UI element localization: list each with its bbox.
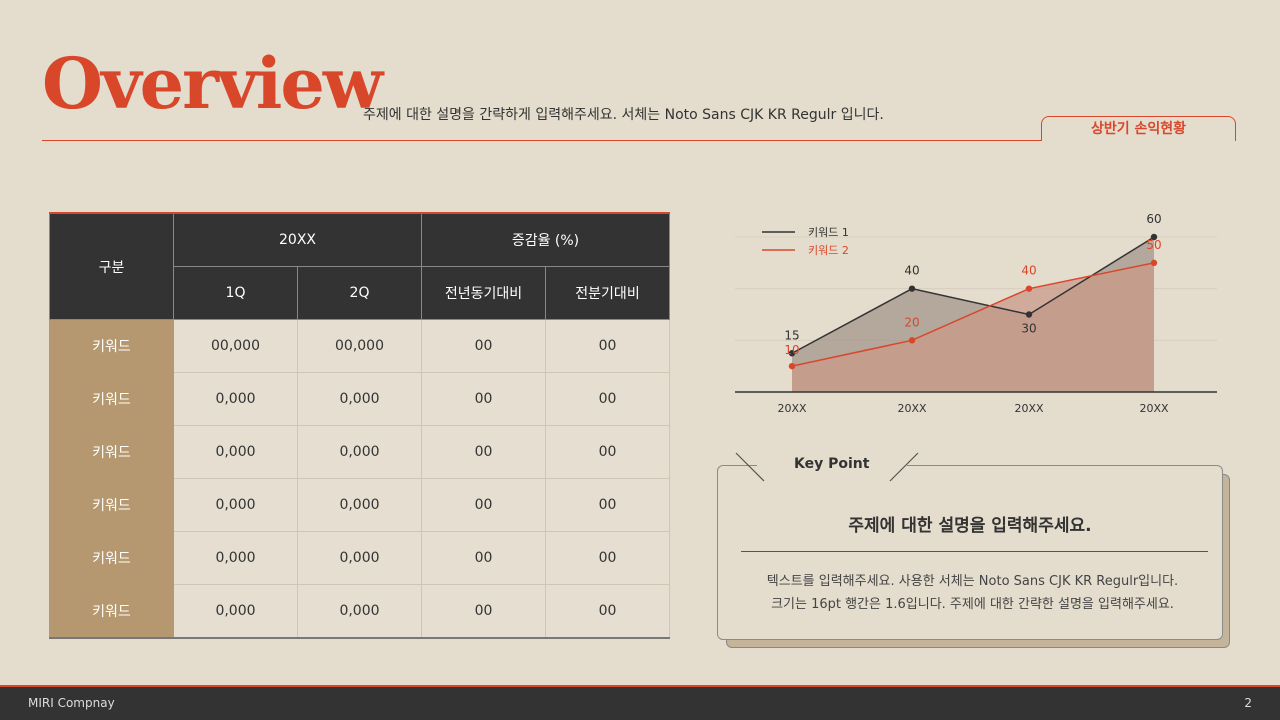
table-cell: 00 (545, 584, 670, 639)
table-cell: 00 (545, 531, 670, 585)
section-tab: 상반기 손익현황 (1041, 116, 1236, 141)
table-cell: 00 (421, 319, 546, 373)
table-cell: 0,000 (173, 584, 298, 639)
data-point (788, 362, 796, 370)
table-cell: 00 (545, 319, 670, 373)
table-cell: 0,000 (297, 425, 422, 479)
data-point (908, 285, 916, 292)
footer-bar: MIRI Compnay 2 (0, 685, 1280, 720)
row-label: 키워드 (49, 425, 174, 479)
table-row: 키워드 0,000 0,000 00 00 (49, 531, 670, 585)
header-divider (42, 140, 1042, 141)
x-tick-label: 20XX (777, 402, 807, 415)
x-tick-label: 20XX (1139, 402, 1169, 415)
table-cell: 0,000 (173, 531, 298, 585)
key-point-body-line: 텍스트를 입력해주세요. 사용한 서체는 Noto Sans CJK KR Re… (766, 574, 1179, 589)
table-cell: 0,000 (297, 478, 422, 532)
legend-label: 키워드 1 (808, 226, 849, 239)
line-area-chart: 15 40 30 60 10 20 40 50 20XX 20XX 20XX 20XX 키워드 1 키워드… (735, 212, 1217, 415)
key-point-heading: 주제에 대한 설명을 입력해주세요. (848, 516, 1092, 536)
table-cell: 00 (421, 478, 546, 532)
table-group-header: 증감율 (%) (421, 212, 670, 267)
row-label: 키워드 (49, 478, 174, 532)
table-row: 키워드 0,000 0,000 00 00 (49, 425, 670, 479)
table-sub-header: 전분기대비 (545, 266, 670, 320)
page-title: Overview (42, 42, 383, 125)
data-label: 60 (1146, 212, 1161, 226)
table-cell: 0,000 (297, 372, 422, 426)
table-corner-header: 구분 (49, 212, 174, 320)
row-label: 키워드 (49, 584, 174, 639)
table-sub-header: 전년동기대비 (421, 266, 546, 320)
data-point (788, 350, 796, 357)
table-row: 키워드 00,000 00,000 00 00 (49, 319, 670, 373)
row-label: 키워드 (49, 531, 174, 585)
key-point-body: 텍스트를 입력해주세요. 사용한 서체는 Noto Sans CJK KR Re… (735, 570, 1210, 616)
table-row: 키워드 0,000 0,000 00 00 (49, 584, 670, 639)
table-cell: 00,000 (297, 319, 422, 373)
table-cell: 00 (545, 425, 670, 479)
data-point (1025, 285, 1033, 292)
table-cell: 0,000 (173, 478, 298, 532)
key-point-bracket-icon (735, 452, 919, 482)
table-sub-header: 2Q (297, 266, 422, 320)
data-label: 40 (1021, 264, 1036, 278)
table-cell: 00 (545, 478, 670, 532)
table-group-header: 20XX (173, 212, 422, 267)
data-point (1025, 311, 1033, 318)
summary-table: 구분 20XX 증감율 (%) 1Q 2Q 전년동기대비 전분기대비 키워드 0… (49, 212, 670, 639)
table-row: 키워드 0,000 0,000 00 00 (49, 478, 670, 532)
page-number: 2 (1244, 696, 1252, 710)
key-point-body-line: 크기는 16pt 행간은 1.6입니다. 주제에 대한 간략한 설명을 입력해주… (771, 597, 1174, 612)
key-point-card (717, 465, 1223, 640)
legend-label: 키워드 2 (808, 244, 849, 257)
data-point (1150, 259, 1158, 267)
table-cell: 00 (421, 531, 546, 585)
data-label: 15 (784, 328, 799, 342)
table-cell: 0,000 (297, 584, 422, 639)
series-area (792, 262, 1154, 392)
table-cell: 00 (421, 372, 546, 426)
data-label: 40 (904, 264, 919, 278)
series-line (791, 262, 1155, 367)
footer-company: MIRI Compnay (28, 696, 115, 710)
data-label: 10 (784, 343, 799, 357)
table-row: 키워드 0,000 0,000 00 00 (49, 372, 670, 426)
page-subtitle: 주제에 대한 설명을 간략하게 입력해주세요. 서체는 Noto Sans CJ… (363, 107, 884, 123)
table-sub-header: 1Q (173, 266, 298, 320)
table-cell: 0,000 (173, 425, 298, 479)
x-tick-label: 20XX (897, 402, 927, 415)
data-label: 50 (1146, 238, 1161, 252)
row-label: 키워드 (49, 372, 174, 426)
table-cell: 0,000 (297, 531, 422, 585)
table-cell: 00 (421, 425, 546, 479)
key-point-label: Key Point (794, 456, 870, 472)
x-tick-label: 20XX (1014, 402, 1044, 415)
data-label: 30 (1021, 322, 1036, 336)
table-cell: 00 (421, 584, 546, 639)
data-label: 20 (904, 315, 919, 329)
table-cell: 00 (545, 372, 670, 426)
table-cell: 00,000 (173, 319, 298, 373)
row-label: 키워드 (49, 319, 174, 373)
data-point (908, 337, 916, 344)
table-cell: 0,000 (173, 372, 298, 426)
key-point-divider (741, 551, 1208, 552)
data-point (1150, 233, 1158, 241)
